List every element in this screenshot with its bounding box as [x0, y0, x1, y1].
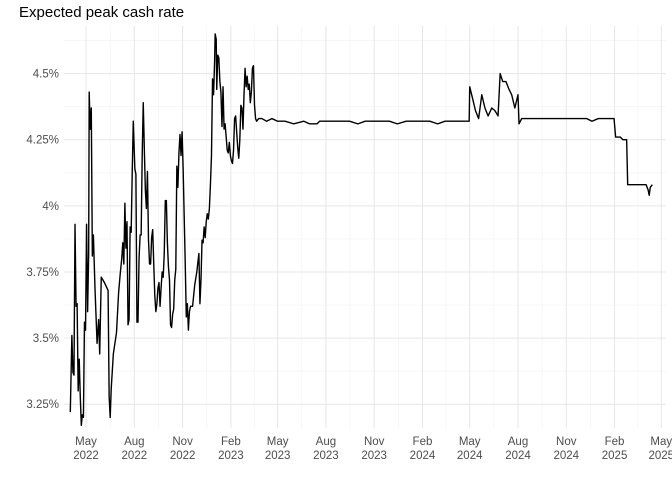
y-tick-label: 4.5%: [33, 69, 59, 81]
x-tick-label: May 2023: [265, 436, 291, 462]
y-tick-label: 3.5%: [33, 333, 59, 345]
y-axis: 3.25% 3.5% 3.75% 4% 4.25% 4.5%: [26, 69, 59, 412]
x-tick-label: Nov 2024: [553, 436, 579, 462]
x-tick-label: Feb 2023: [218, 436, 244, 462]
x-tick-label: May 2024: [457, 436, 483, 462]
x-axis: May 2022 Aug 2022 Nov 2022 Feb 2023 May 2023 Aug 20…: [73, 436, 672, 462]
major-gridlines: [64, 26, 666, 428]
x-tick-label: Aug 2024: [505, 436, 531, 462]
x-tick-label: May 2022: [73, 436, 99, 462]
x-tick-label: Aug 2022: [122, 436, 148, 462]
y-tick-label: 4%: [42, 201, 59, 213]
y-tick-label: 3.75%: [26, 267, 59, 279]
x-tick-label: Nov 2023: [361, 436, 387, 462]
chart-title: Expected peak cash rate: [19, 4, 184, 21]
y-tick-label: 3.25%: [26, 399, 59, 411]
minor-gridlines: [64, 26, 666, 428]
x-tick-label: Feb 2025: [602, 436, 628, 462]
x-tick-label: Aug 2023: [313, 436, 339, 462]
x-tick-label: Feb 2024: [410, 436, 436, 462]
y-tick-label: 4.25%: [26, 135, 59, 147]
series-line: [69, 33, 653, 427]
series-group: [69, 33, 653, 427]
x-tick-label: Nov 2022: [170, 436, 196, 462]
x-tick-label: May 2025: [648, 436, 672, 462]
